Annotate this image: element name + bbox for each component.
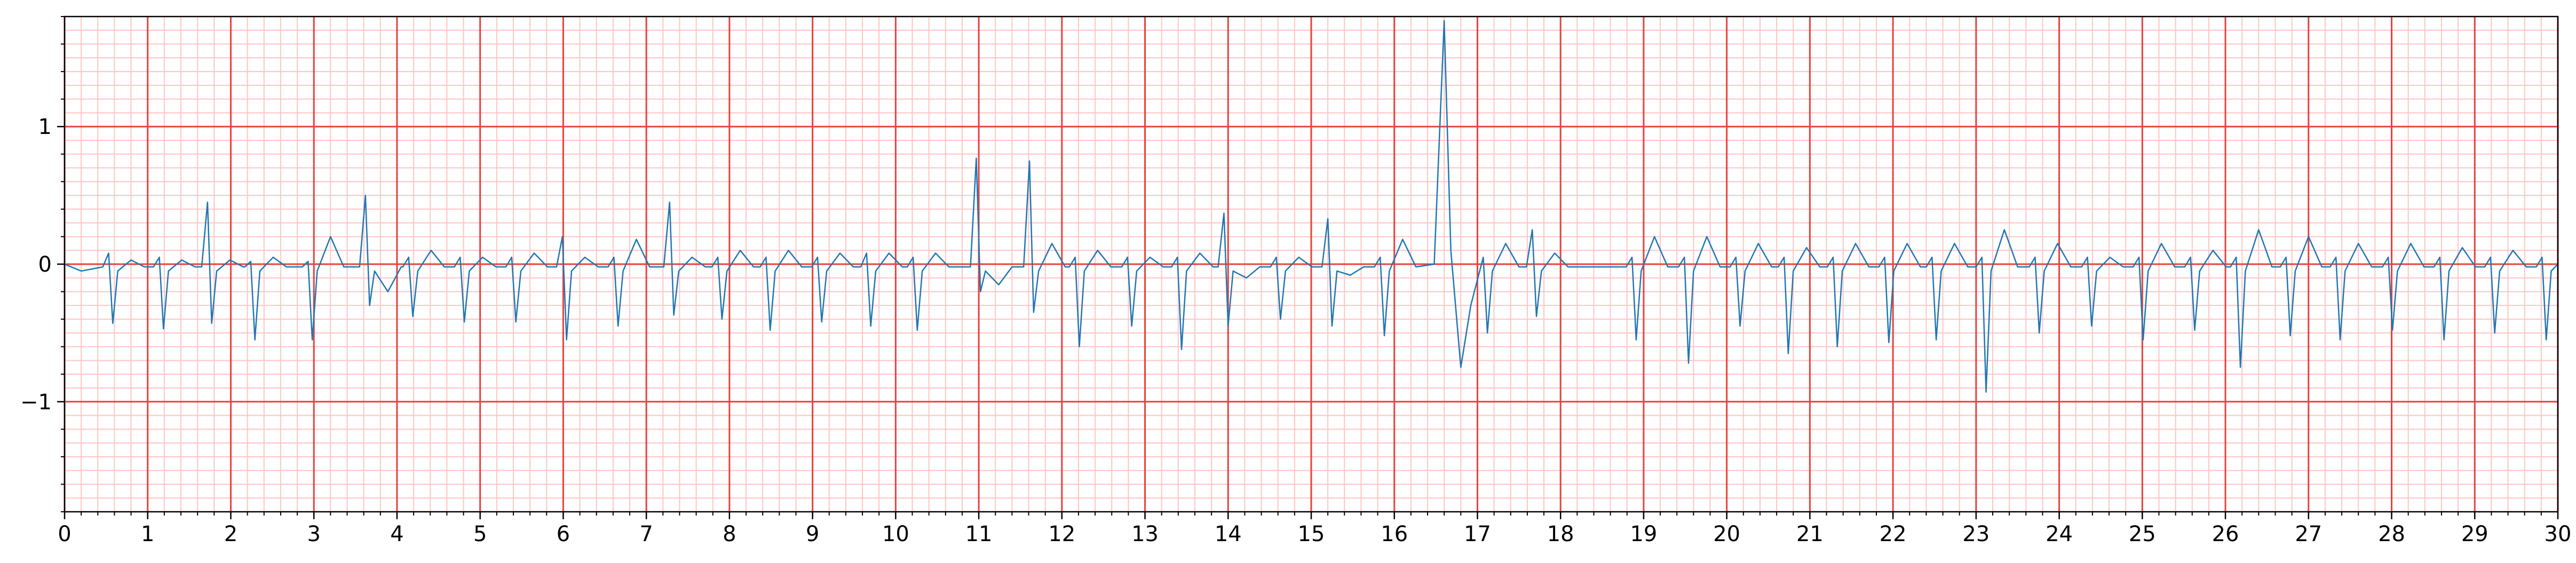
x-tick-label: 5 [473,522,487,546]
x-tick-label: 26 [2212,522,2239,546]
x-tick-label: 7 [639,522,653,546]
axes-frame [64,15,2559,513]
x-tick-label: 27 [2295,522,2322,546]
x-tick-label: 28 [2378,522,2405,546]
y-tick-label: 1 [38,115,52,139]
x-tick-label: 19 [1630,522,1657,546]
x-tick-label: 8 [723,522,736,546]
x-tick-label: 18 [1547,522,1574,546]
x-tick-label: 14 [1215,522,1242,546]
x-tick-label: 4 [390,522,403,546]
x-tick-label: 6 [557,522,570,546]
x-tick-label: 12 [1048,522,1075,546]
x-tick-label: 22 [1880,522,1907,546]
axes: 0 1 2 3 4 5 6 7 8 9 10 11 12 13 14 15 16 17 18 19 20 21 22 23 24… [20,15,2572,546]
x-tick-label: 10 [882,522,909,546]
plot-area [64,20,2558,393]
y-tick-label: −1 [20,390,52,415]
x-tick-label: 3 [307,522,320,546]
x-tick-label: 17 [1464,522,1491,546]
x-tick-label: 21 [1796,522,1824,546]
x-tick-label: 15 [1298,522,1325,546]
x-tick-label: 20 [1713,522,1740,546]
signal-line [64,20,2558,393]
x-tick-label: 23 [1962,522,1990,546]
x-tick-label: 29 [2461,522,2488,546]
x-tick-label: 9 [806,522,819,546]
x-tick-label: 30 [2545,522,2572,546]
grid [64,16,2559,512]
y-tick-label: 0 [38,252,52,277]
x-tick-label: 16 [1381,522,1408,546]
x-tick-label: 25 [2129,522,2156,546]
x-tick-label: 11 [965,522,993,546]
x-tick-label: 0 [58,522,71,546]
x-tick-label: 13 [1131,522,1159,546]
x-tick-label: 2 [224,522,237,546]
x-tick-label: 1 [141,522,154,546]
x-tick-label: 24 [2046,522,2073,546]
